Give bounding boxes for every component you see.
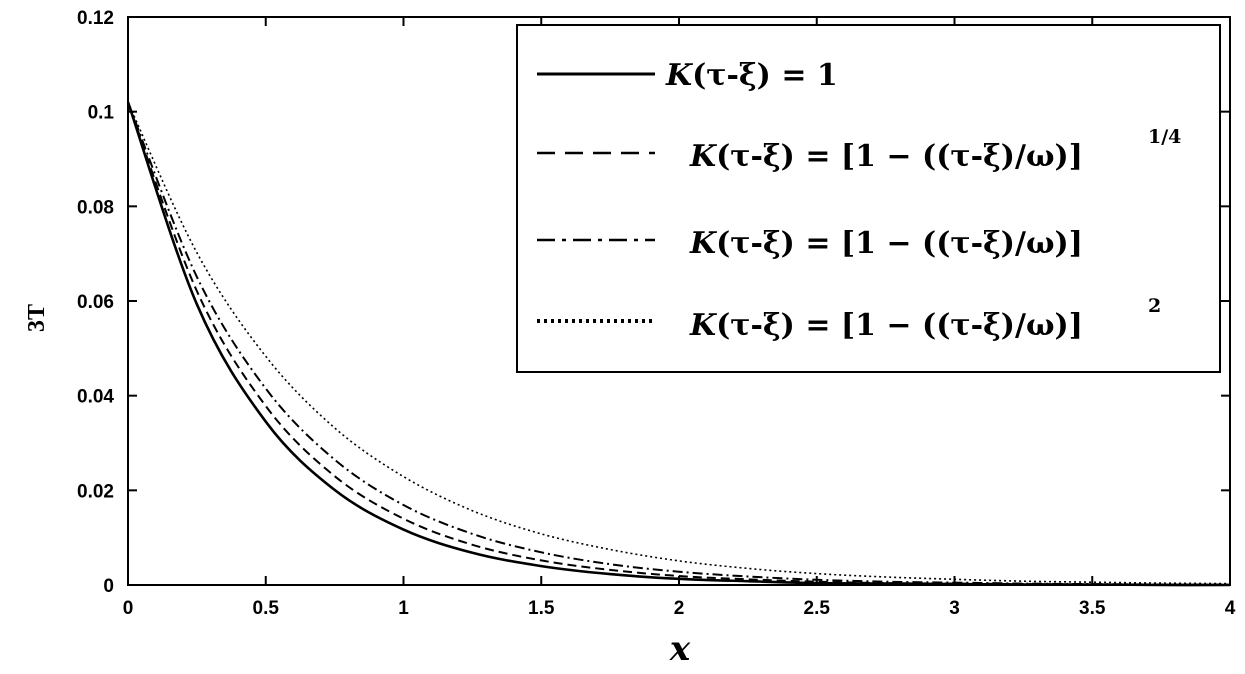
legend-entry-2-arg: (τ-ξ) bbox=[716, 139, 795, 174]
legend-box bbox=[516, 24, 1221, 373]
legend-entry-4-bracket-close: ] bbox=[1069, 308, 1083, 343]
legend-entry-1: K(τ-ξ) = 1 bbox=[665, 58, 838, 93]
legend: K(τ-ξ) = 1 K(τ-ξ) = [1 − ((τ-ξ)/ω)] 1/4 … bbox=[516, 24, 1221, 373]
legend-entry-3: K(τ-ξ) = [1 − ((τ-ξ)/ω)] bbox=[689, 226, 1083, 261]
legend-entry-3-bracket-close: ] bbox=[1069, 226, 1083, 261]
y-tick-label: 0.1 bbox=[88, 103, 115, 124]
legend-entry-3-arg: (τ-ξ) bbox=[716, 226, 795, 261]
legend-entry-2-superscript: 1/4 bbox=[1148, 126, 1181, 148]
legend-entry-1-arg: (τ-ξ) bbox=[692, 58, 771, 93]
legend-entry-3-eq: = bbox=[795, 226, 841, 261]
legend-entry-2-body: 1 − ((τ-ξ)/ω) bbox=[855, 139, 1069, 174]
legend-entry-3-body: 1 − ((τ-ξ)/ω) bbox=[855, 226, 1069, 261]
x-tick-label: 2 bbox=[674, 598, 685, 619]
legend-entry-3-k: K bbox=[689, 226, 718, 261]
legend-entry-1-k: K bbox=[665, 58, 694, 93]
legend-entry-4-arg: (τ-ξ) bbox=[716, 308, 795, 343]
y-tick-label: 0.04 bbox=[77, 387, 114, 408]
series-line-3 bbox=[127, 101, 1231, 586]
y-tick-label: 0.08 bbox=[77, 197, 114, 218]
y-tick-label: 0.12 bbox=[77, 8, 114, 29]
x-tick-label: 3 bbox=[949, 598, 960, 619]
legend-entry-4-body: 1 − ((τ-ξ)/ω) bbox=[855, 308, 1069, 343]
x-axis-label: x bbox=[669, 629, 691, 669]
legend-entry-4: K(τ-ξ) = [1 − ((τ-ξ)/ω)] bbox=[689, 308, 1083, 343]
legend-entry-2-eq: = bbox=[795, 139, 841, 174]
y-tick-label: 0 bbox=[103, 576, 114, 597]
legend-entry-2-bracket-open: [ bbox=[841, 139, 855, 174]
x-tick-label: 0.5 bbox=[253, 598, 280, 619]
legend-entry-2: K(τ-ξ) = [1 − ((τ-ξ)/ω)] bbox=[689, 139, 1083, 174]
legend-entry-3-bracket-open: [ bbox=[841, 226, 855, 261]
legend-entry-1-eq: = bbox=[771, 58, 817, 93]
y-tick-label: 0.06 bbox=[77, 292, 114, 313]
legend-entry-1-one: 1 bbox=[817, 58, 838, 93]
legend-entry-4-eq: = bbox=[795, 308, 841, 343]
axis-ticks: 0 0.5 1 1.5 2 2.5 3 3.5 4 0 0.02 0.04 0.06 0.08 0.1 0.1… bbox=[77, 8, 1236, 619]
x-tick-label: 1.5 bbox=[528, 598, 555, 619]
x-tick-label: 0 bbox=[123, 598, 134, 619]
x-tick-label: 2.5 bbox=[804, 598, 831, 619]
x-tick-label: 1 bbox=[398, 598, 409, 619]
y-axis-label: 3T bbox=[24, 304, 50, 332]
legend-entry-4-superscript: 2 bbox=[1148, 295, 1161, 317]
legend-entry-2-bracket-close: ] bbox=[1069, 139, 1083, 174]
x-tick-label: 4 bbox=[1225, 598, 1236, 619]
legend-entry-4-bracket-open: [ bbox=[841, 308, 855, 343]
legend-entry-4-k: K bbox=[689, 308, 718, 343]
x-tick-label: 3.5 bbox=[1079, 598, 1106, 619]
legend-entry-2-k: K bbox=[689, 139, 718, 174]
y-tick-label: 0.02 bbox=[77, 481, 114, 502]
